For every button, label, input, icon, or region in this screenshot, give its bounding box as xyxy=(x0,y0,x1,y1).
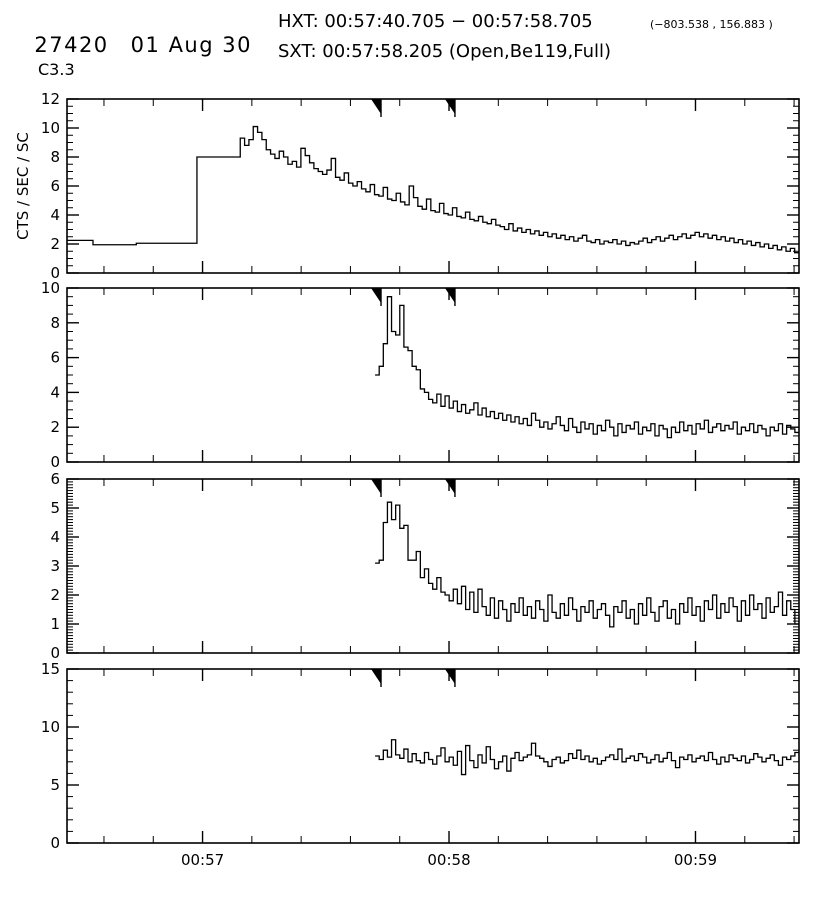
y-tick-label: 0 xyxy=(50,644,60,662)
hxt-start-marker xyxy=(371,669,382,684)
hxt-start-marker xyxy=(371,479,382,494)
data-curve-hxt-l-channel xyxy=(67,125,799,254)
panel-frame-hxt-m2-channel xyxy=(66,478,800,654)
hxt-start-marker xyxy=(371,288,382,303)
solar-coordinates: (−803.538 , 156.883 ) xyxy=(650,18,773,31)
y-tick-label: 1 xyxy=(50,615,60,633)
hxt-end-marker xyxy=(444,479,455,494)
panel-frame-hxt-h-channel xyxy=(66,668,800,844)
observation-date: 01 Aug 30 xyxy=(130,33,252,57)
y-tick-label: 4 xyxy=(50,383,60,401)
y-tick-label: 12 xyxy=(41,90,60,108)
y-tick-label: 5 xyxy=(50,776,60,794)
y-tick-label: 10 xyxy=(41,119,60,137)
hxt-start-marker xyxy=(371,99,382,114)
y-axis-title: CTS / SEC / SC xyxy=(14,132,32,240)
y-tick-label: 15 xyxy=(41,660,60,678)
y-tick-label: 5 xyxy=(50,499,60,517)
goes-class-label: C3.3 xyxy=(38,60,75,79)
y-tick-label: 8 xyxy=(50,148,60,166)
y-tick-label: 2 xyxy=(50,418,60,436)
hxt-end-marker xyxy=(444,288,455,303)
hxt-end-marker xyxy=(444,669,455,684)
y-tick-label: 10 xyxy=(41,279,60,297)
y-tick-label: 4 xyxy=(50,206,60,224)
event-id: 27420 xyxy=(34,33,109,57)
x-tick-label: 00:58 xyxy=(427,851,470,869)
y-tick-label: 3 xyxy=(50,557,60,575)
panel-frame-hxt-m1-channel xyxy=(66,287,800,463)
y-tick-label: 0 xyxy=(50,264,60,282)
y-tick-label: 0 xyxy=(50,834,60,852)
x-tick-label: 00:57 xyxy=(181,851,224,869)
hxt-end-marker xyxy=(444,99,455,114)
x-tick-label: 00:59 xyxy=(674,851,717,869)
y-tick-label: 2 xyxy=(50,586,60,604)
data-curve-hxt-m1-channel xyxy=(375,296,799,439)
y-tick-label: 6 xyxy=(50,177,60,195)
data-curve-hxt-h-channel xyxy=(375,739,799,776)
data-curve-hxt-m2-channel xyxy=(375,501,799,628)
panel-frame-hxt-l-channel xyxy=(66,98,800,274)
sxt-info: SXT: 00:57:58.205 (Open,Be119,Full) xyxy=(278,41,612,62)
y-tick-label: 6 xyxy=(50,470,60,488)
y-tick-label: 6 xyxy=(50,349,60,367)
y-tick-label: 10 xyxy=(41,718,60,736)
header-id-date: 27420 01 Aug 30 xyxy=(18,9,252,57)
y-tick-label: 8 xyxy=(50,314,60,332)
y-tick-label: 2 xyxy=(50,235,60,253)
y-tick-label: 0 xyxy=(50,453,60,471)
hxt-time-range: HXT: 00:57:40.705 − 00:57:58.705 xyxy=(278,11,593,32)
y-tick-label: 4 xyxy=(50,528,60,546)
